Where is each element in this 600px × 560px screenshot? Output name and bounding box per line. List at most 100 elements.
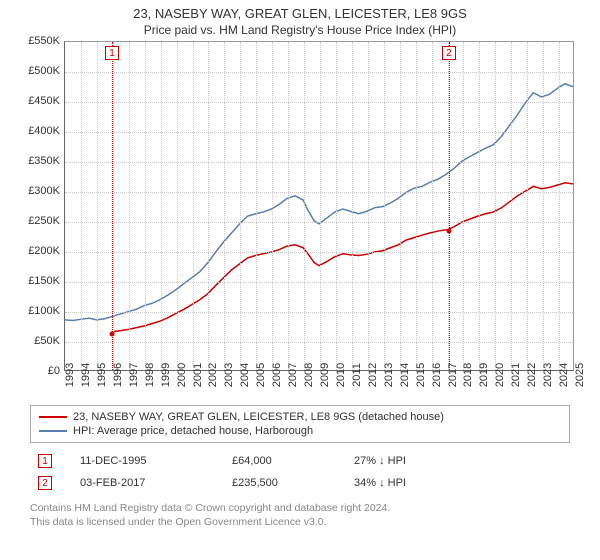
x-tick-label: 2024 (558, 363, 570, 387)
x-tick-label: 1998 (144, 363, 156, 387)
gridline-v (240, 42, 241, 370)
gridline-v (559, 42, 560, 370)
gridline-v (527, 42, 528, 370)
event-marker: 1 (105, 46, 119, 60)
gridline-v (336, 42, 337, 370)
y-tick-label: £50K (34, 335, 60, 347)
footer-line2: This data is licensed under the Open Gov… (30, 515, 570, 529)
event-line (112, 42, 113, 370)
chart-area: 12 £0£50K£100K£150K£200K£250K£300K£350K£… (20, 41, 580, 401)
x-tick-label: 1999 (160, 363, 172, 387)
gridline-v (272, 42, 273, 370)
x-tick-label: 2014 (399, 363, 411, 387)
event-price: £235,500 (226, 473, 346, 493)
x-tick-label: 2007 (287, 363, 299, 387)
events-table: 111-DEC-1995£64,00027% ↓ HPI 2 03-FEB-2017… (30, 449, 570, 495)
gridline-v (288, 42, 289, 370)
chart-lines (65, 42, 573, 370)
gridline-h (65, 222, 573, 223)
x-tick-label: 1997 (128, 363, 140, 387)
gridline-v (81, 42, 82, 370)
gridline-h (65, 72, 573, 73)
gridline-v (400, 42, 401, 370)
gridline-v (129, 42, 130, 370)
gridline-v (384, 42, 385, 370)
table-row: 111-DEC-1995£64,00027% ↓ HPI (32, 451, 568, 471)
y-tick-label: £250K (28, 215, 60, 227)
x-tick-label: 2016 (431, 363, 443, 387)
gridline-h (65, 162, 573, 163)
gridline-v (352, 42, 353, 370)
gridline-h (65, 192, 573, 193)
y-tick-label: £200K (28, 245, 60, 257)
gridline-v (208, 42, 209, 370)
footer: Contains HM Land Registry data © Crown c… (30, 501, 570, 529)
legend-swatch (39, 416, 67, 418)
x-tick-label: 2011 (351, 363, 363, 387)
gridline-h (65, 312, 573, 313)
event-marker-cell: 1 (38, 454, 52, 468)
event-dot (446, 228, 451, 233)
gridline-v (224, 42, 225, 370)
table-row: 203-FEB-2017£235,50034% ↓ HPI (32, 473, 568, 493)
x-tick-label: 2003 (223, 363, 235, 387)
x-tick-label: 2002 (207, 363, 219, 387)
gridline-v (193, 42, 194, 370)
y-tick-label: £100K (28, 305, 60, 317)
legend-label: HPI: Average price, detached house, Harb… (73, 425, 313, 437)
gridline-v (432, 42, 433, 370)
x-tick-label: 2000 (176, 363, 188, 387)
chart-title-line1: 23, NASEBY WAY, GREAT GLEN, LEICESTER, L… (0, 0, 600, 21)
gridline-v (256, 42, 257, 370)
gridline-v (479, 42, 480, 370)
y-tick-label: £350K (28, 155, 60, 167)
gridline-v (368, 42, 369, 370)
gridline-v (320, 42, 321, 370)
gridline-v (304, 42, 305, 370)
gridline-v (543, 42, 544, 370)
event-marker: 2 (442, 46, 456, 60)
y-tick-label: £400K (28, 125, 60, 137)
legend-item: 23, NASEBY WAY, GREAT GLEN, LEICESTER, L… (39, 410, 561, 424)
y-tick-label: £300K (28, 185, 60, 197)
legend-swatch (39, 430, 67, 432)
legend-item: HPI: Average price, detached house, Harb… (39, 424, 561, 438)
x-tick-label: 2019 (478, 363, 490, 387)
gridline-h (65, 102, 573, 103)
x-tick-label: 1996 (112, 363, 124, 387)
x-tick-label: 2020 (494, 363, 506, 387)
event-price: £64,000 (226, 451, 346, 471)
x-tick-label: 2005 (255, 363, 267, 387)
x-tick-label: 1994 (80, 363, 92, 387)
plot-area: 12 (64, 41, 574, 371)
legend-label: 23, NASEBY WAY, GREAT GLEN, LEICESTER, L… (73, 411, 444, 423)
x-tick-label: 2009 (319, 363, 331, 387)
x-tick-label: 2017 (447, 363, 459, 387)
chart-title-line2: Price paid vs. HM Land Registry's House … (0, 21, 600, 41)
y-tick-label: £550K (28, 35, 60, 47)
x-tick-label: 2015 (415, 363, 427, 387)
event-date: 03-FEB-2017 (74, 473, 224, 493)
y-tick-label: £500K (28, 65, 60, 77)
gridline-h (65, 342, 573, 343)
event-marker-cell: 2 (38, 476, 52, 490)
gridline-v (463, 42, 464, 370)
y-tick-label: £0 (48, 365, 60, 377)
gridline-v (145, 42, 146, 370)
gridline-v (97, 42, 98, 370)
footer-line1: Contains HM Land Registry data © Crown c… (30, 501, 570, 515)
x-tick-label: 2004 (239, 363, 251, 387)
event-line (449, 42, 450, 370)
gridline-h (65, 252, 573, 253)
gridline-v (177, 42, 178, 370)
x-tick-label: 2021 (510, 363, 522, 387)
x-tick-label: 2008 (303, 363, 315, 387)
y-tick-label: £150K (28, 275, 60, 287)
series-line (112, 183, 573, 332)
gridline-v (161, 42, 162, 370)
x-tick-label: 2001 (192, 363, 204, 387)
legend: 23, NASEBY WAY, GREAT GLEN, LEICESTER, L… (30, 405, 570, 443)
x-tick-label: 2012 (367, 363, 379, 387)
x-tick-label: 2018 (462, 363, 474, 387)
x-tick-label: 1993 (64, 363, 76, 387)
